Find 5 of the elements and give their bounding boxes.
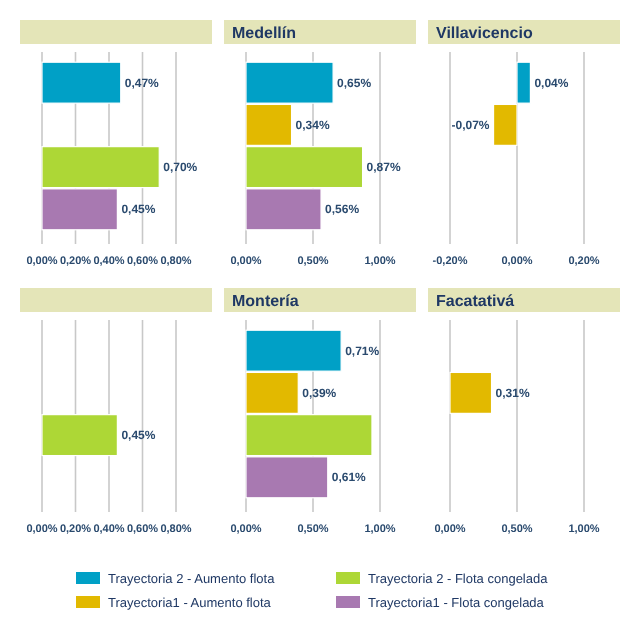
chart-title: Medellín — [232, 24, 297, 42]
chart-title: Villavicencio — [436, 24, 533, 42]
chart-title: Facatativá — [436, 292, 516, 310]
bar — [41, 61, 122, 104]
chart-title: Montería — [232, 292, 300, 310]
